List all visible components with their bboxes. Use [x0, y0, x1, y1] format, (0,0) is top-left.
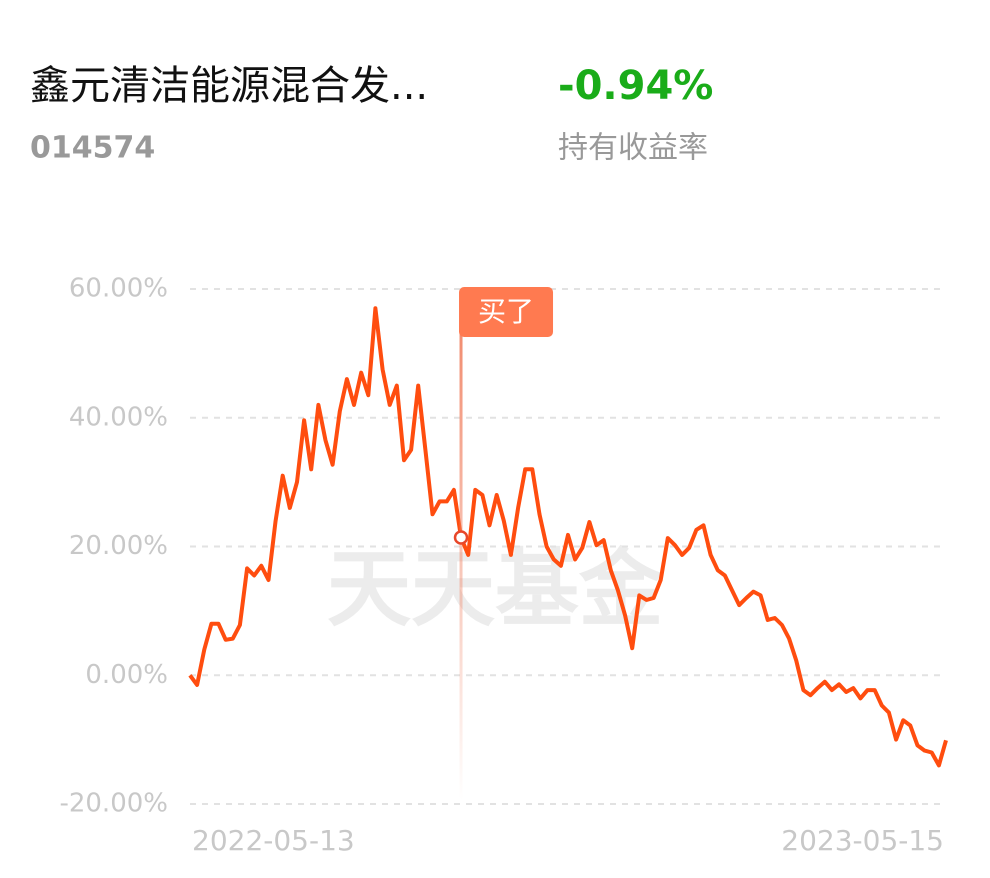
series-line [188, 306, 948, 768]
y-tick-label: 40.00% [69, 402, 168, 432]
y-tick-label: 60.00% [69, 274, 168, 304]
x-tick-label: 2022-05-13 [192, 824, 355, 857]
y-tick-label: 0.00% [85, 660, 168, 690]
x-tick-label: 2023-05-15 [781, 824, 944, 857]
buy-label: 买了 [478, 295, 534, 328]
return-label: 持有收益率 [558, 131, 708, 166]
y-tick-label: 20.00% [69, 531, 168, 561]
y-tick-label: -20.00% [59, 789, 168, 819]
return-value: -0.94% [558, 63, 713, 109]
fund-code: 014574 [30, 131, 155, 166]
fund-title: 鑫元清洁能源混合发... [30, 63, 428, 109]
buy-tag [459, 287, 554, 337]
buy-point [453, 530, 469, 545]
buy-line [459, 330, 463, 800]
watermark: 天天基金 [327, 540, 664, 638]
